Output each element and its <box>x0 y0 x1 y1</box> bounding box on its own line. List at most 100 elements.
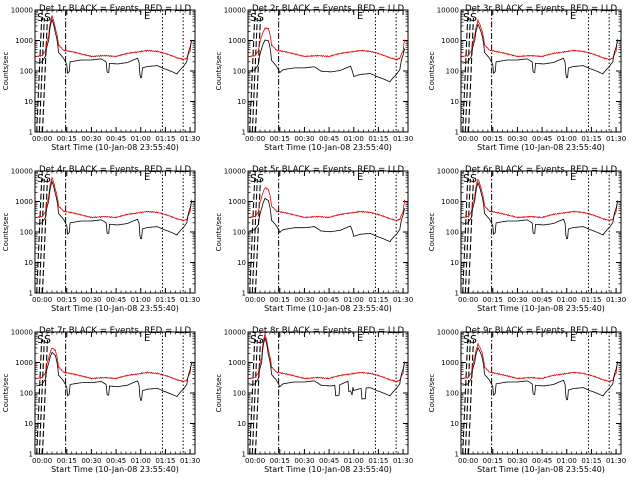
saa-boundary-line <box>38 17 45 133</box>
panel-title: Det 2r BLACK = Events, RED = LLD <box>252 4 404 14</box>
saa-flag-label: S <box>257 172 264 185</box>
x-tick-label: 00:30 <box>294 457 314 465</box>
events-series-line <box>36 18 193 79</box>
events-series-line <box>462 23 619 79</box>
y-tick-label: 10 <box>237 420 246 428</box>
y-tick-label: 10000 <box>437 7 459 15</box>
x-tick-label: 00:00 <box>32 296 52 304</box>
x-axis-label: Start Time (10-Jan-08 23:55:40) <box>264 304 392 313</box>
y-tick-label: 1000 <box>15 359 33 367</box>
y-tick-label: 1 <box>455 129 459 137</box>
x-tick-label: 01:15 <box>368 457 388 465</box>
saa-flag-label: S <box>44 11 51 24</box>
detector-panel-7: Det 7r BLACK = Events, RED = LLD 1 10 100 10… <box>2 326 200 474</box>
panel-title: Det 7r BLACK = Events, RED = LLD <box>39 326 191 336</box>
lld-series-line <box>462 178 619 222</box>
y-axis-label: Counts/sec <box>215 374 223 413</box>
y-tick-label: 10000 <box>224 329 246 337</box>
x-tick-label: 00:15 <box>483 135 503 143</box>
y-tick-label: 10 <box>450 259 459 267</box>
detector-panel-5: Det 5r BLACK = Events, RED = LLD 1 10 100 10… <box>215 165 413 313</box>
x-tick-label: 00:45 <box>532 135 552 143</box>
x-tick-label: 01:15 <box>368 296 388 304</box>
eclipse-flag-label: E <box>357 11 363 22</box>
y-tick-label: 100 <box>233 68 246 76</box>
x-tick-label: 00:00 <box>458 135 478 143</box>
y-tick-label: 10 <box>237 98 246 106</box>
x-tick-label: 00:30 <box>507 457 527 465</box>
lld-series-line <box>249 333 406 382</box>
y-axis-label: Counts/sec <box>428 374 436 413</box>
saa-boundary-line <box>36 178 43 294</box>
saa-boundary-line <box>41 339 48 455</box>
x-tick-label: 00:00 <box>32 457 52 465</box>
saa-flag-label: S <box>37 172 44 185</box>
x-axis-label: Start Time (10-Jan-08 23:55:40) <box>477 143 605 152</box>
detector-panel-4: Det 4r BLACK = Events, RED = LLD 1 10 100 10… <box>2 165 200 313</box>
events-series-line <box>462 181 619 240</box>
saa-flag-label: S <box>257 333 264 346</box>
x-tick-label: 00:45 <box>532 457 552 465</box>
x-tick-label: 01:15 <box>155 457 175 465</box>
saa-boundary-line <box>467 339 474 455</box>
saa-boundary-line <box>251 339 258 455</box>
y-tick-label: 10 <box>24 420 33 428</box>
x-axis-label: Start Time (10-Jan-08 23:55:40) <box>51 465 179 474</box>
y-tick-label: 100 <box>446 229 459 237</box>
x-tick-label: 01:15 <box>581 296 601 304</box>
x-tick-label: 01:15 <box>155 135 175 143</box>
x-tick-label: 00:30 <box>294 135 314 143</box>
saa-flag-label: S <box>463 333 470 346</box>
lld-series-line <box>36 176 193 222</box>
y-tick-label: 100 <box>446 68 459 76</box>
saa-boundary-line <box>464 17 471 133</box>
saa-boundary-line <box>467 17 474 133</box>
y-axis-label: Counts/sec <box>2 213 10 252</box>
saa-boundary-line <box>464 339 471 455</box>
y-tick-label: 1000 <box>228 359 246 367</box>
y-tick-label: 10000 <box>224 7 246 15</box>
x-axis-label: Start Time (10-Jan-08 23:55:40) <box>51 304 179 313</box>
saa-flag-label: S <box>470 333 477 346</box>
x-tick-label: 01:00 <box>344 296 364 304</box>
lld-series-line <box>249 27 406 61</box>
saa-boundary-line <box>249 17 256 133</box>
x-tick-label: 01:00 <box>131 457 151 465</box>
y-tick-label: 1 <box>455 451 459 459</box>
lld-series-line <box>462 18 619 61</box>
lld-series-line <box>462 342 619 383</box>
panel-title: Det 3r BLACK = Events, RED = LLD <box>465 4 617 14</box>
events-series-line <box>249 197 406 243</box>
y-axis-label: Counts/sec <box>428 52 436 91</box>
y-axis-label: Counts/sec <box>2 52 10 91</box>
y-tick-label: 1 <box>29 451 33 459</box>
saa-flag-label: S <box>257 11 264 24</box>
events-series-line <box>249 336 406 400</box>
saa-flag-label: S <box>250 333 257 346</box>
saa-flag-label: S <box>463 11 470 24</box>
x-tick-label: 00:15 <box>57 457 77 465</box>
saa-flag-label: S <box>37 333 44 346</box>
y-axis-label: Counts/sec <box>2 374 10 413</box>
detector-panel-8: Det 8r BLACK = Events, RED = LLD 1 10 100 10… <box>215 326 413 474</box>
y-tick-label: 1000 <box>441 37 459 45</box>
saa-flag-label: S <box>37 11 44 24</box>
x-tick-label: 00:00 <box>32 135 52 143</box>
x-tick-label: 00:15 <box>483 296 503 304</box>
x-tick-label: 00:00 <box>458 296 478 304</box>
x-tick-label: 00:30 <box>81 296 101 304</box>
saa-boundary-line <box>249 178 256 294</box>
saa-flag-label: S <box>463 172 470 185</box>
x-tick-label: 01:15 <box>581 457 601 465</box>
y-tick-label: 1000 <box>15 37 33 45</box>
x-tick-label: 00:15 <box>57 135 77 143</box>
saa-boundary-line <box>254 178 261 294</box>
x-tick-label: 01:30 <box>606 135 626 143</box>
y-tick-label: 10000 <box>224 168 246 176</box>
eclipse-flag-label: E <box>144 333 150 344</box>
events-series-line <box>249 39 406 83</box>
detector-panel-2: Det 2r BLACK = Events, RED = LLD 1 10 100 10… <box>215 4 413 152</box>
x-tick-label: 01:15 <box>368 135 388 143</box>
eclipse-flag-label: E <box>570 172 576 183</box>
x-tick-label: 00:30 <box>81 457 101 465</box>
